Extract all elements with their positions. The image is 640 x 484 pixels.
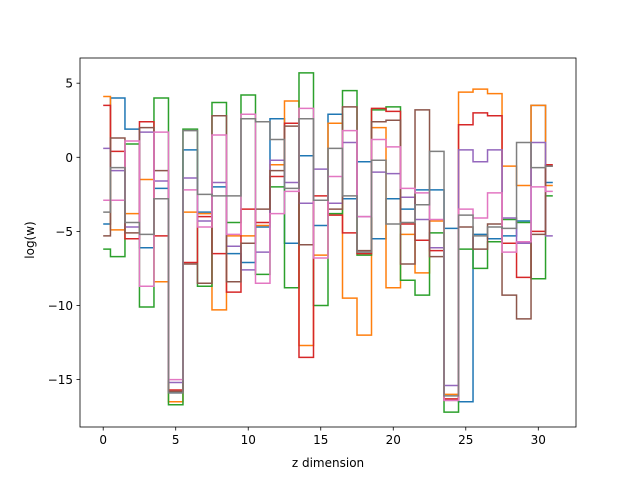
plot-frame [79, 57, 577, 428]
y-tick-label: −5 [55, 225, 73, 239]
x-tick-label: 10 [241, 433, 256, 447]
series-line-8 [103, 118, 553, 397]
y-tick-label: 0 [65, 151, 73, 165]
x-tick-label: 15 [313, 433, 328, 447]
y-tick-label: 5 [65, 77, 73, 91]
x-axis-label: z dimension [292, 456, 364, 470]
y-axis-label: log(w) [23, 221, 37, 258]
y-tick-label: −10 [48, 299, 73, 313]
series-line-3 [103, 72, 553, 413]
series-line-2 [103, 88, 553, 403]
series-layer [103, 72, 553, 413]
x-tick-label: 0 [99, 433, 107, 447]
x-tick-label: 20 [386, 433, 401, 447]
axes-layer: 0 5 10 15 20 25 30 −15 −10 −5 0 5 [48, 57, 577, 447]
x-tick-label: 25 [458, 433, 473, 447]
y-tick-label: −15 [48, 373, 73, 387]
x-tick-label: 30 [531, 433, 546, 447]
x-tick-label: 5 [172, 433, 180, 447]
